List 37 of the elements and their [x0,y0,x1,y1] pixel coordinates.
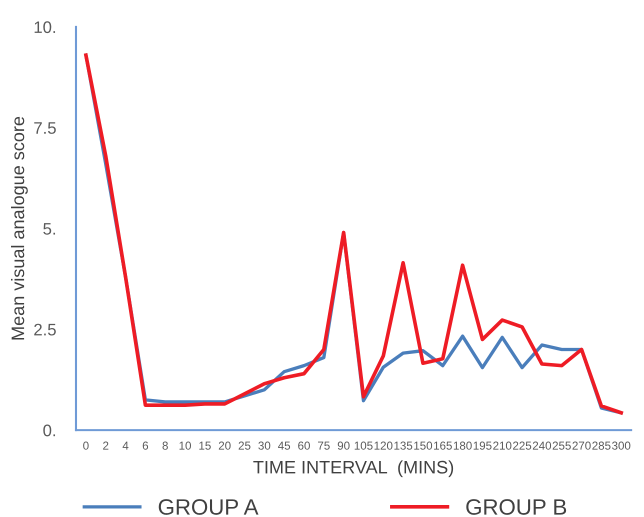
x-tick-label: 120 [374,442,392,450]
x-tick-label: 180 [454,442,472,450]
y-tick-label: 0. [43,424,56,436]
x-tick-label: 255 [552,442,571,450]
x-axis-title: TIME INTERVAL (MINS) [253,460,454,478]
x-tick-label: 150 [414,442,432,450]
x-tick-label: 25 [238,442,250,450]
y-tick-label: 7.5 [34,122,56,134]
x-tick-label: 0 [83,442,89,450]
y-tick-label: 10. [34,21,56,34]
y-tick-label: 2.5 [34,324,56,336]
legend-label: GROUP B [466,499,566,515]
x-tick-label: 135 [394,442,412,450]
x-tick-label: 45 [278,442,290,450]
x-tick-label: 30 [258,442,270,450]
x-tick-label: 210 [493,442,512,450]
x-tick-label: 285 [592,442,611,450]
x-tick-label: 60 [298,442,310,450]
x-tick-label: 15 [199,442,211,450]
y-tick-label: 5. [43,223,56,235]
x-tick-label: 270 [572,442,591,450]
x-tick-label: 6 [142,442,148,450]
x-tick-label: 165 [434,442,452,450]
x-tick-label: 20 [218,442,231,450]
x-tick-label: 75 [318,442,330,450]
x-tick-label: 240 [532,442,552,450]
legend-label: GROUP A [158,499,258,515]
x-tick-label: 225 [513,442,532,450]
x-tick-label: 2 [103,442,108,450]
x-tick-label: 90 [338,442,350,450]
x-tick-label: 300 [612,442,630,450]
x-tick-label: 195 [474,442,492,450]
x-tick-label: 8 [162,442,168,450]
x-tick-label: 105 [354,442,373,450]
x-tick-label: 4 [122,442,128,450]
y-axis-title: Mean visual analogue score [10,116,28,340]
x-tick-label: 10 [180,442,191,450]
